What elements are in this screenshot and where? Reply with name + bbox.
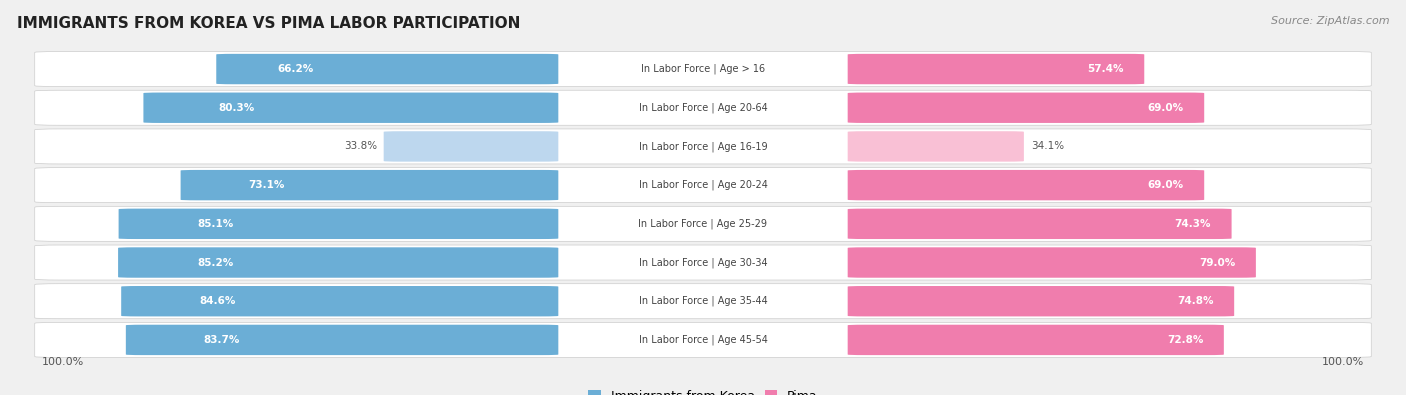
FancyBboxPatch shape <box>35 129 1371 164</box>
Text: 72.8%: 72.8% <box>1167 335 1204 345</box>
Text: 74.8%: 74.8% <box>1177 296 1213 306</box>
FancyBboxPatch shape <box>118 247 558 278</box>
FancyBboxPatch shape <box>35 206 1371 241</box>
FancyBboxPatch shape <box>118 209 558 239</box>
Legend: Immigrants from Korea, Pima: Immigrants from Korea, Pima <box>583 385 823 395</box>
FancyBboxPatch shape <box>848 54 1144 84</box>
Text: 73.1%: 73.1% <box>249 180 285 190</box>
Text: In Labor Force | Age 45-54: In Labor Force | Age 45-54 <box>638 335 768 345</box>
Text: In Labor Force | Age 25-29: In Labor Force | Age 25-29 <box>638 218 768 229</box>
Text: 33.8%: 33.8% <box>343 141 377 151</box>
FancyBboxPatch shape <box>35 245 1371 280</box>
Text: 85.1%: 85.1% <box>198 219 233 229</box>
Text: IMMIGRANTS FROM KOREA VS PIMA LABOR PARTICIPATION: IMMIGRANTS FROM KOREA VS PIMA LABOR PART… <box>17 16 520 31</box>
FancyBboxPatch shape <box>35 167 1371 203</box>
FancyBboxPatch shape <box>35 322 1371 357</box>
FancyBboxPatch shape <box>848 247 1256 278</box>
FancyBboxPatch shape <box>848 131 1024 162</box>
Text: 85.2%: 85.2% <box>197 258 233 267</box>
Text: 79.0%: 79.0% <box>1199 258 1236 267</box>
Text: 100.0%: 100.0% <box>1322 357 1364 367</box>
Text: Source: ZipAtlas.com: Source: ZipAtlas.com <box>1271 16 1389 26</box>
Text: 69.0%: 69.0% <box>1147 180 1184 190</box>
Text: 80.3%: 80.3% <box>218 103 254 113</box>
FancyBboxPatch shape <box>848 286 1234 316</box>
FancyBboxPatch shape <box>848 92 1204 123</box>
FancyBboxPatch shape <box>143 92 558 123</box>
Text: In Labor Force | Age 20-24: In Labor Force | Age 20-24 <box>638 180 768 190</box>
Text: 66.2%: 66.2% <box>278 64 314 74</box>
FancyBboxPatch shape <box>35 51 1371 87</box>
Text: 74.3%: 74.3% <box>1174 219 1211 229</box>
Text: In Labor Force | Age 20-64: In Labor Force | Age 20-64 <box>638 102 768 113</box>
Text: In Labor Force | Age > 16: In Labor Force | Age > 16 <box>641 64 765 74</box>
FancyBboxPatch shape <box>848 325 1223 355</box>
FancyBboxPatch shape <box>848 209 1232 239</box>
FancyBboxPatch shape <box>127 325 558 355</box>
Text: 69.0%: 69.0% <box>1147 103 1184 113</box>
Text: In Labor Force | Age 30-34: In Labor Force | Age 30-34 <box>638 257 768 268</box>
FancyBboxPatch shape <box>35 284 1371 319</box>
FancyBboxPatch shape <box>180 170 558 200</box>
Text: 100.0%: 100.0% <box>42 357 84 367</box>
FancyBboxPatch shape <box>217 54 558 84</box>
Text: In Labor Force | Age 35-44: In Labor Force | Age 35-44 <box>638 296 768 307</box>
Text: 34.1%: 34.1% <box>1031 141 1064 151</box>
Text: 84.6%: 84.6% <box>200 296 236 306</box>
FancyBboxPatch shape <box>384 131 558 162</box>
FancyBboxPatch shape <box>35 90 1371 125</box>
Text: In Labor Force | Age 16-19: In Labor Force | Age 16-19 <box>638 141 768 152</box>
Text: 83.7%: 83.7% <box>204 335 240 345</box>
Text: 57.4%: 57.4% <box>1087 64 1123 74</box>
FancyBboxPatch shape <box>121 286 558 316</box>
FancyBboxPatch shape <box>848 170 1204 200</box>
